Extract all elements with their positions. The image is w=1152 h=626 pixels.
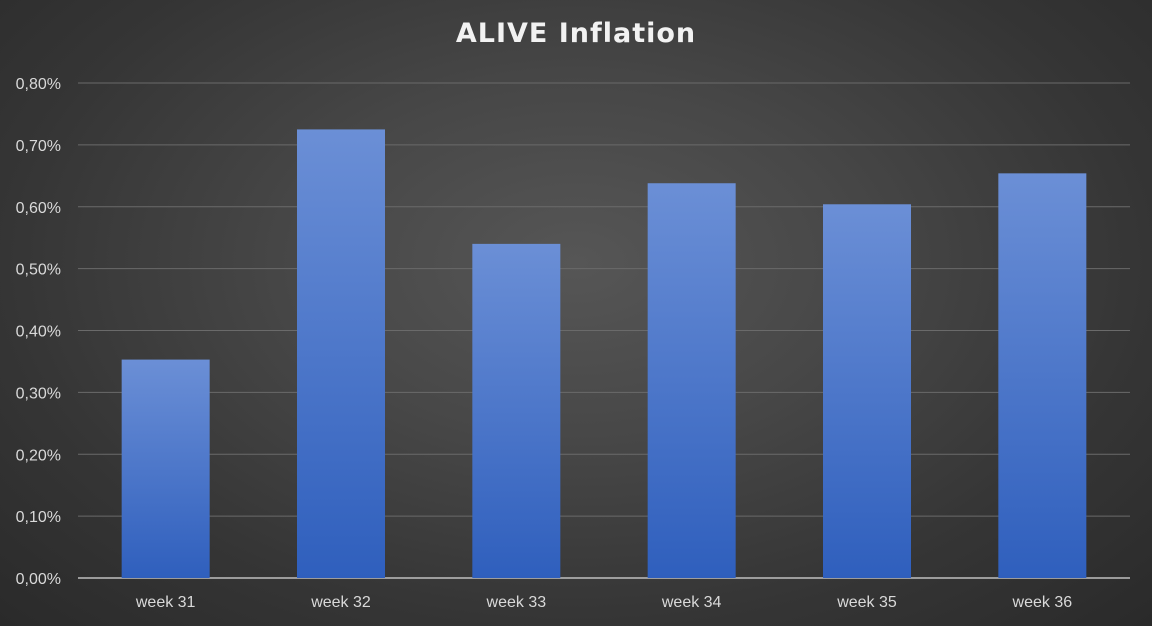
y-tick-label: 0,00% xyxy=(16,571,61,588)
y-tick-label: 0,10% xyxy=(16,509,61,526)
y-tick-label: 0,40% xyxy=(16,324,61,341)
y-tick-label: 0,30% xyxy=(16,385,61,402)
bar xyxy=(472,243,561,578)
y-tick-label: 0,20% xyxy=(16,447,61,464)
x-axis-tick-labels: week 31 week 32 week 33 week 34 week 35 week … xyxy=(135,594,1072,611)
y-tick-label: 0,70% xyxy=(16,138,61,155)
bar xyxy=(297,129,385,578)
y-axis-tick-labels: 0,00% 0,10% 0,20% 0,30% 0,40% 0,50% 0,60% 0,70%… xyxy=(16,76,61,588)
x-tick-label: week 32 xyxy=(310,594,371,611)
bars xyxy=(121,129,1087,579)
gridlines xyxy=(78,82,1130,579)
x-tick-label: week 35 xyxy=(836,594,897,611)
x-tick-label: week 31 xyxy=(135,594,196,611)
y-tick-label: 0,60% xyxy=(16,200,61,217)
bar xyxy=(647,183,736,579)
chart-title: ALIVE Inflation xyxy=(455,18,697,49)
bar xyxy=(998,173,1087,578)
bar xyxy=(121,359,210,578)
x-tick-label: week 34 xyxy=(661,594,722,611)
x-tick-label: week 36 xyxy=(1012,594,1073,611)
y-tick-label: 0,80% xyxy=(16,76,61,93)
bar xyxy=(823,204,911,578)
y-tick-label: 0,50% xyxy=(16,262,61,279)
x-tick-label: week 33 xyxy=(486,594,547,611)
